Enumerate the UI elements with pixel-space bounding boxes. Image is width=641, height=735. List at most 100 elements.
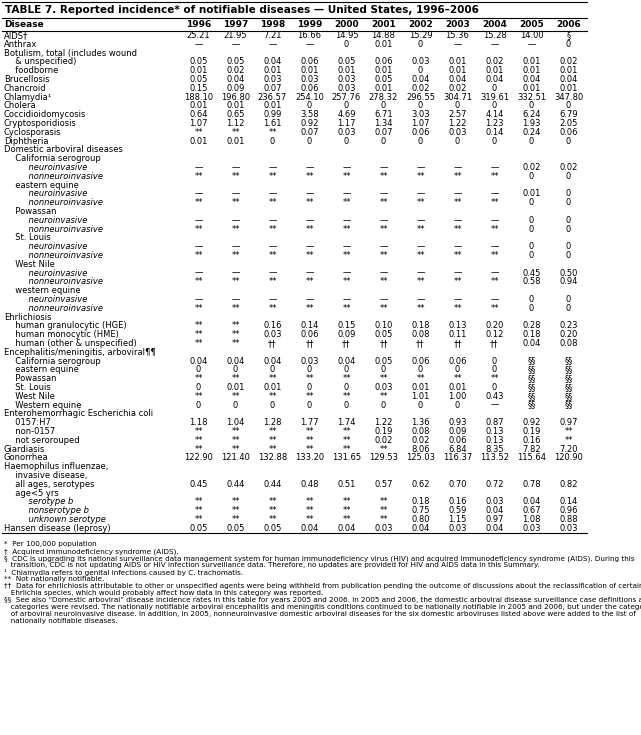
- Text: **: **: [305, 304, 313, 312]
- Text: 0.03: 0.03: [300, 356, 319, 365]
- Text: **: **: [416, 277, 425, 287]
- Text: Chlamydia¹: Chlamydia¹: [4, 93, 52, 101]
- Text: 6.71: 6.71: [374, 110, 393, 119]
- Text: 0.65: 0.65: [226, 110, 245, 119]
- Text: 1.07: 1.07: [412, 119, 429, 128]
- Text: 113.52: 113.52: [480, 453, 509, 462]
- Text: 0.04: 0.04: [560, 75, 578, 84]
- Text: 0.03: 0.03: [374, 383, 393, 392]
- Text: —: —: [231, 40, 240, 49]
- Text: 0.01: 0.01: [374, 84, 393, 93]
- Text: St. Louis: St. Louis: [10, 233, 51, 243]
- Text: 0.02: 0.02: [412, 436, 429, 445]
- Text: **: **: [231, 321, 240, 330]
- Text: **: **: [379, 498, 388, 506]
- Text: Powassan: Powassan: [10, 207, 56, 216]
- Text: 15.28: 15.28: [483, 31, 506, 40]
- Text: 0.04: 0.04: [485, 524, 504, 533]
- Text: 0.07: 0.07: [300, 128, 319, 137]
- Text: ††: ††: [305, 339, 313, 348]
- Text: 0.01: 0.01: [263, 101, 281, 110]
- Text: neuroinvasive: neuroinvasive: [18, 190, 87, 198]
- Text: nonneuroinvasive: nonneuroinvasive: [18, 172, 103, 181]
- Text: age<5 yrs: age<5 yrs: [10, 489, 59, 498]
- Text: Ehrlichia species, which would probably affect how data in this category was rep: Ehrlichia species, which would probably …: [4, 590, 323, 596]
- Text: 0: 0: [529, 304, 534, 312]
- Text: —: —: [342, 295, 351, 304]
- Text: **: **: [305, 506, 313, 515]
- Text: —: —: [416, 242, 425, 251]
- Text: 0.23: 0.23: [559, 321, 578, 330]
- Text: **: **: [305, 436, 313, 445]
- Text: nonneuroinvasive: nonneuroinvasive: [18, 224, 103, 234]
- Text: 0: 0: [344, 383, 349, 392]
- Text: Diphtheria: Diphtheria: [4, 137, 49, 146]
- Text: **: **: [379, 445, 388, 453]
- Text: nonneuroinvasive: nonneuroinvasive: [18, 198, 103, 207]
- Text: —: —: [490, 190, 499, 198]
- Text: §§: §§: [528, 392, 536, 401]
- Text: —: —: [305, 268, 313, 278]
- Text: **: **: [231, 498, 240, 506]
- Text: —: —: [231, 295, 240, 304]
- Text: foodborne: foodborne: [10, 66, 58, 75]
- Text: 0.03: 0.03: [337, 128, 356, 137]
- Text: 0: 0: [492, 84, 497, 93]
- Text: 188.10: 188.10: [184, 93, 213, 101]
- Text: **: **: [194, 427, 203, 436]
- Text: §§: §§: [564, 392, 572, 401]
- Text: —: —: [453, 295, 462, 304]
- Text: 0.70: 0.70: [448, 480, 467, 489]
- Text: 1.36: 1.36: [411, 418, 430, 427]
- Text: **: **: [231, 392, 240, 401]
- Text: 0.44: 0.44: [226, 480, 245, 489]
- Text: 0: 0: [307, 401, 312, 409]
- Text: 0.04: 0.04: [448, 75, 467, 84]
- Text: —: —: [379, 163, 388, 172]
- Text: 0.03: 0.03: [300, 75, 319, 84]
- Text: **: **: [231, 339, 240, 348]
- Text: 0: 0: [381, 101, 386, 110]
- Text: §§: §§: [564, 401, 572, 409]
- Text: **: **: [194, 330, 203, 339]
- Text: 0.01: 0.01: [560, 84, 578, 93]
- Text: 121.40: 121.40: [221, 453, 250, 462]
- Text: 0: 0: [270, 365, 275, 374]
- Text: 0.03: 0.03: [263, 330, 282, 339]
- Text: §§: §§: [528, 365, 536, 374]
- Text: 0.80: 0.80: [412, 515, 429, 524]
- Text: **: **: [194, 498, 203, 506]
- Text: 236.57: 236.57: [258, 93, 287, 101]
- Text: **: **: [305, 172, 313, 181]
- Text: 0.96: 0.96: [559, 506, 578, 515]
- Text: 0.08: 0.08: [559, 339, 578, 348]
- Text: **: **: [416, 198, 425, 207]
- Text: 0.01: 0.01: [226, 101, 245, 110]
- Text: neuroinvasive: neuroinvasive: [18, 268, 87, 278]
- Text: —: —: [194, 163, 203, 172]
- Text: non-0157: non-0157: [10, 427, 55, 436]
- Text: 7.20: 7.20: [559, 445, 578, 453]
- Text: 0.06: 0.06: [448, 356, 467, 365]
- Text: —: —: [194, 295, 203, 304]
- Text: 0.02: 0.02: [374, 436, 393, 445]
- Text: 0.13: 0.13: [485, 436, 504, 445]
- Text: **: **: [342, 498, 351, 506]
- Text: 0.92: 0.92: [522, 418, 541, 427]
- Text: 0.04: 0.04: [412, 524, 429, 533]
- Text: 1.12: 1.12: [226, 119, 245, 128]
- Text: **: **: [194, 172, 203, 181]
- Text: 0.02: 0.02: [560, 163, 578, 172]
- Text: 0: 0: [344, 137, 349, 146]
- Text: **: **: [305, 198, 313, 207]
- Text: —: —: [490, 295, 499, 304]
- Text: 0.04: 0.04: [337, 356, 356, 365]
- Text: 1.28: 1.28: [263, 418, 282, 427]
- Text: 0.57: 0.57: [374, 480, 393, 489]
- Text: 132.88: 132.88: [258, 453, 287, 462]
- Text: —: —: [490, 242, 499, 251]
- Text: 0.09: 0.09: [448, 427, 467, 436]
- Text: 0: 0: [566, 295, 571, 304]
- Text: 0: 0: [566, 190, 571, 198]
- Text: —: —: [342, 215, 351, 225]
